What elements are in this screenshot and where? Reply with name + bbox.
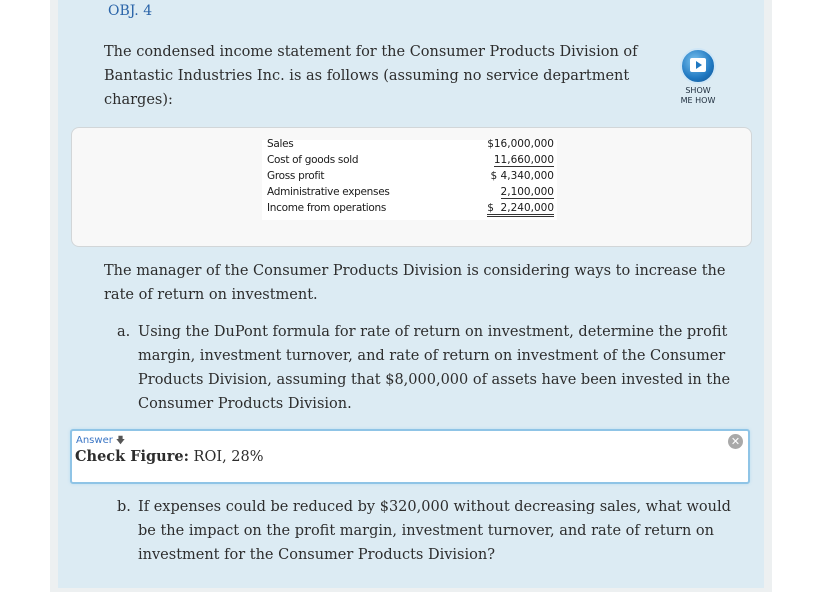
- row-label: Cost of goods sold: [267, 154, 359, 166]
- row-label: Income from operations: [267, 202, 387, 214]
- objective-label: OBJ. 4: [108, 3, 153, 19]
- intro-text: The condensed income statement for the C…: [104, 44, 638, 108]
- arrow-down-icon: 🡇: [115, 436, 126, 446]
- row-value: 2,100,000: [500, 186, 554, 199]
- check-figure: Check Figure: ROI, 28%: [75, 448, 264, 465]
- statement-row: Gross profit $ 4,340,000: [262, 170, 557, 186]
- income-statement: Sales $16,000,000 Cost of goods sold 11,…: [262, 138, 557, 220]
- row-value: $16,000,000: [487, 138, 554, 150]
- close-icon[interactable]: ✕: [728, 434, 743, 449]
- statement-row: Administrative expenses 2,100,000: [262, 186, 557, 202]
- check-figure-value: ROI, 28%: [188, 449, 264, 465]
- answer-box: Answer 🡇 ✕ Check Figure: ROI, 28%: [70, 429, 750, 484]
- check-figure-label: Check Figure:: [75, 448, 189, 465]
- play-video-icon: [680, 48, 716, 84]
- statement-row: Sales $16,000,000: [262, 138, 557, 154]
- row-value: 11,660,000: [493, 154, 554, 167]
- question-letter: b.: [117, 499, 131, 515]
- body-paragraph: The manager of the Consumer Products Div…: [104, 263, 726, 303]
- answer-toggle[interactable]: Answer 🡇: [76, 433, 125, 449]
- row-value: $ 2,240,000: [487, 202, 554, 217]
- row-value: $ 4,340,000: [490, 170, 554, 182]
- show-me-label: SHOW ME HOW: [680, 86, 716, 105]
- statement-row: Cost of goods sold 11,660,000: [262, 154, 557, 170]
- question-letter: a.: [117, 324, 131, 340]
- statement-row: Income from operations $ 2,240,000: [262, 202, 557, 218]
- row-label: Sales: [267, 138, 294, 150]
- question-text: If expenses could be reduced by $320,000…: [138, 499, 731, 563]
- problem-panel: [58, 0, 764, 588]
- question-text: Using the DuPont formula for rate of ret…: [138, 324, 731, 412]
- row-label: Gross profit: [267, 170, 325, 182]
- answer-label: Answer: [76, 435, 113, 446]
- show-me-how-button[interactable]: SHOW ME HOW: [675, 48, 721, 106]
- row-label: Administrative expenses: [267, 186, 390, 198]
